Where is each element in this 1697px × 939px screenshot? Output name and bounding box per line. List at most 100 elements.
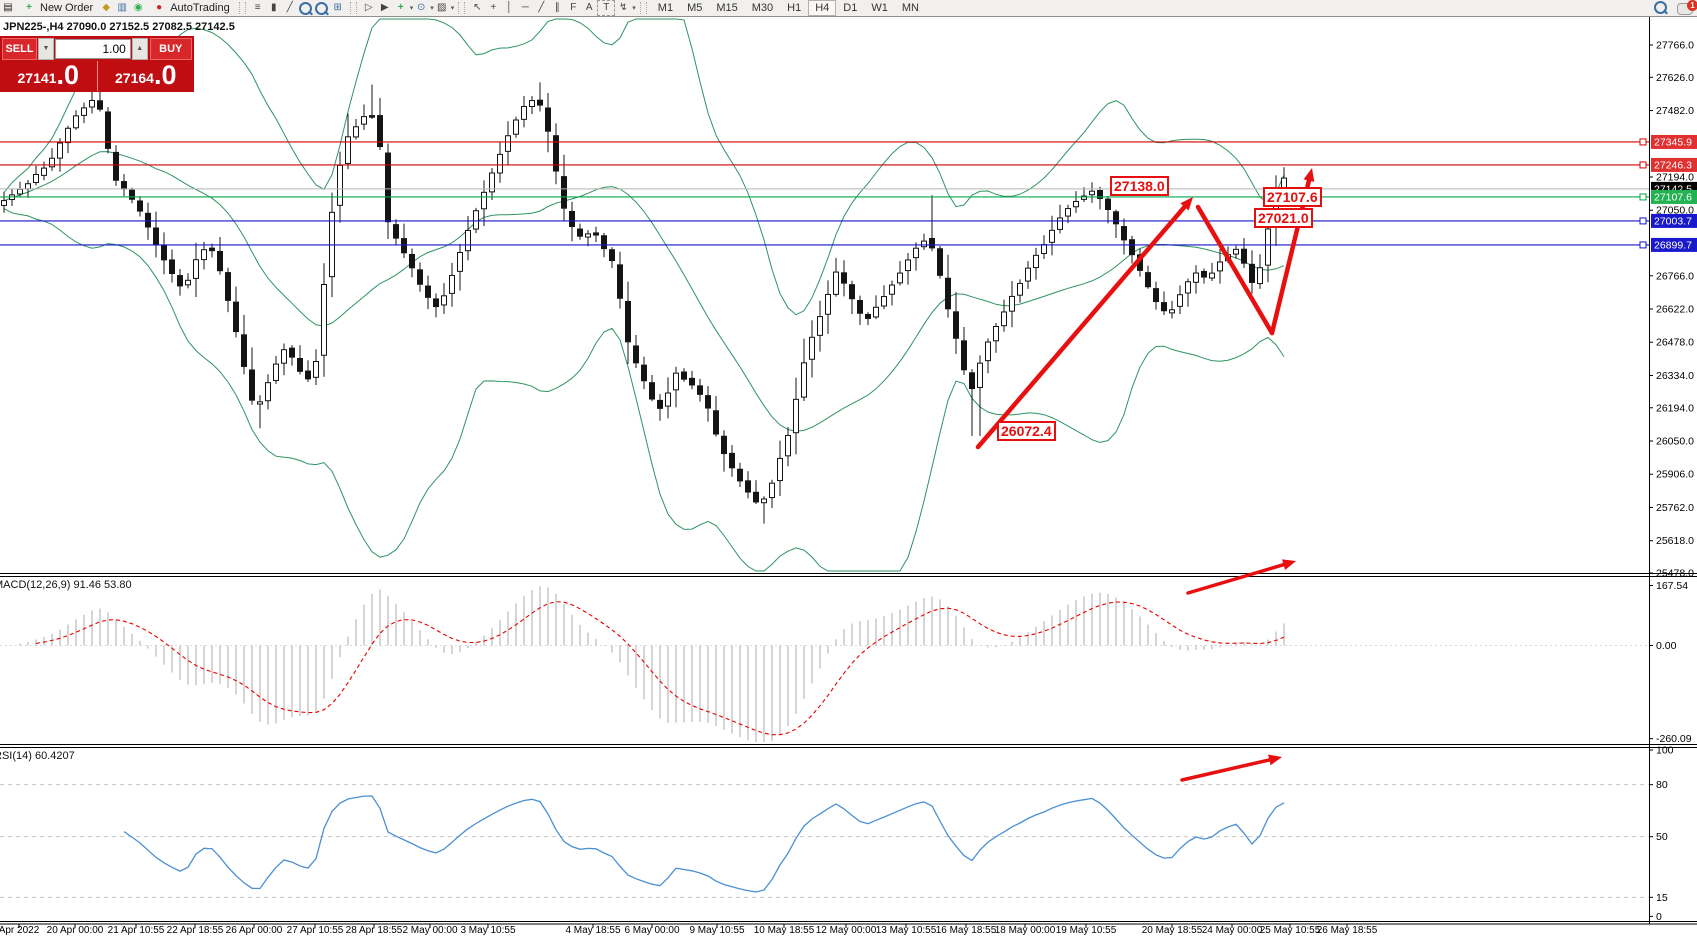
time-axis-label: 21 Apr 10:55 [108,925,165,936]
timeframe-button-MN[interactable]: MN [901,2,919,14]
fibonacci-tool-icon[interactable]: F [570,2,577,13]
price-axis-label: 27194.0 [1656,172,1694,184]
timeframe-button-D1[interactable]: D1 [843,2,858,14]
time-axis-label: 25 May 10:55 [1260,925,1321,936]
periods-icon[interactable]: ⊙ [417,2,426,13]
buy-button[interactable]: BUY [149,38,192,60]
price-annotation-label: 27107.6 [1263,187,1322,207]
timeframe-button-M30[interactable]: M30 [751,2,774,14]
price-axis-label: 25762.0 [1656,502,1694,514]
rsi-panel: 100 80 50 15 0 [0,745,1674,923]
sell-price[interactable]: 27141.0 [0,61,97,91]
price-level-badge: 27246.3 [1654,159,1692,171]
templates-icon[interactable]: ▨ [437,2,447,13]
macd-panel: 167.54 0.00 -260.09 [0,580,1692,745]
shift-chart-icon[interactable]: ▷ [364,2,373,13]
chat-icon[interactable]: 1 [1677,0,1697,15]
line-chart-mode-icon[interactable]: ╱ [286,2,293,13]
new-order-label: New Order [40,2,94,14]
timeframe-button-M15[interactable]: M15 [716,2,738,14]
volume-decrease-button[interactable]: ▼ [38,38,54,60]
zoom-out-icon[interactable] [314,1,330,15]
autotrading-button[interactable]: ● AutoTrading [146,1,235,16]
equidistant-channel-tool-icon[interactable]: ∥ [554,2,560,13]
time-axis-label: 22 Apr 18:55 [167,925,224,936]
trendline-tool-icon[interactable]: ╱ [538,2,545,13]
time-axis-label: 13 May 10:55 [876,925,937,936]
timeframe-button-M1[interactable]: M1 [657,2,674,14]
time-axis-label: 9 May 10:55 [689,925,744,936]
time-axis-label: 19 May 10:55 [1056,925,1117,936]
arrows-dropdown-icon[interactable]: ▾ [632,5,636,12]
time-axis-label: 16 May 18:55 [936,925,997,936]
zoom-in-icon[interactable] [298,1,314,15]
price-annotation-label: 27021.0 [1254,208,1313,228]
signal-icon[interactable]: ◉ [133,2,143,13]
sell-price-big-digit: .0 [56,60,79,90]
rsi-axis-label: 100 [1656,745,1674,757]
price-axis-label: 26478.0 [1656,337,1694,349]
price-annotation-label: 26072.4 [997,421,1056,441]
autoscroll-icon[interactable]: ▶ [380,2,389,13]
candlestick-mode-icon[interactable]: ▮ [270,2,277,13]
rsi-indicator-label: RSI(14) 60.4207 [0,750,75,762]
price-axis-label: 25618.0 [1656,535,1694,547]
time-axis-label: 3 May 10:55 [460,925,515,936]
horizontal-line-tool-icon[interactable]: ─ [521,2,529,13]
price-axis-label: 27482.0 [1656,105,1694,117]
time-axis-label: 26 Apr 00:00 [226,925,283,936]
market-watch-icon[interactable]: ◆ [102,2,111,13]
indicators-dropdown-icon[interactable]: ▾ [409,5,414,12]
bollinger-bands [3,18,1285,572]
text-tool-icon[interactable]: A [585,2,593,13]
macd-indicator-label: MACD(12,26,9) 91.46 53.80 [0,579,132,591]
periods-dropdown-icon[interactable]: ▾ [430,5,434,12]
indicators-icon[interactable]: + [397,2,404,13]
rsi-axis-label: 0 [1656,911,1662,923]
rsi-axis-label: 80 [1656,779,1668,791]
price-axis: 27766.0 27626.0 27482.0 27194.0 27050.0 26766… [1649,40,1697,580]
time-axis-label: 10 May 18:55 [754,925,815,936]
time-axis-label: 26 May 18:55 [1317,925,1378,936]
tile-windows-icon[interactable]: ⊞ [333,2,342,13]
candlesticks [1,82,1287,524]
templates-dropdown-icon[interactable]: ▾ [450,5,455,12]
search-icon[interactable] [1654,1,1667,17]
buy-price[interactable]: 27164.0 [98,61,195,91]
new-order-button[interactable]: + New Order [16,1,98,16]
time-axis-label: 20 May 18:55 [1142,925,1203,936]
vertical-line-tool-icon[interactable]: │ [506,2,513,13]
price-annotation-label: 27138.0 [1110,176,1169,196]
time-axis-label: 24 May 00:00 [1202,925,1263,936]
main-toolbar: ▤ + New Order ◆ ▥ ◉ ● AutoTrading ≡ ▮ ╱ ⊞ … [0,0,1697,17]
timeframe-button-M5[interactable]: M5 [687,2,703,14]
cursor-tool-icon[interactable]: ↖ [473,2,482,13]
time-axis-label: 6 May 00:00 [624,925,679,936]
bar-chart-mode-icon[interactable]: ≡ [254,2,261,13]
crosshair-tool-icon[interactable]: + [490,2,497,13]
volume-increase-button[interactable]: ▲ [131,38,148,60]
macd-axis-label: 167.54 [1656,580,1688,592]
arrows-tool-icon[interactable]: ↯ [619,2,628,13]
one-click-trading-panel: SELL ▼ ▲ BUY 27141.0 27164.0 [0,36,194,92]
charts-window-icon[interactable]: ▥ [117,2,127,13]
toolbar-grip [639,2,647,14]
toolbar-grip [349,2,357,14]
new-order-icon: + [26,2,32,13]
timeframe-button-H4[interactable]: H4 [808,0,837,16]
time-axis-label: 20 Apr 00:00 [47,925,104,936]
volume-input[interactable] [54,39,131,59]
buy-price-main: 27164 [115,70,154,86]
time-axis: Apr 2022 20 Apr 00:00 21 Apr 10:55 22 Apr 1… [0,923,1378,936]
price-axis-label: 27626.0 [1656,72,1694,84]
price-axis-label: 25906.0 [1656,469,1694,481]
timeframe-button-H1[interactable]: H1 [787,2,802,14]
price-axis-label: 27050.0 [1656,205,1694,217]
price-axis-label: 27766.0 [1656,40,1694,52]
price-level-badge: 27345.9 [1654,136,1692,148]
sell-button[interactable]: SELL [2,38,38,60]
timeframe-button-W1[interactable]: W1 [871,2,888,14]
text-label-tool-icon[interactable]: T [597,0,616,16]
